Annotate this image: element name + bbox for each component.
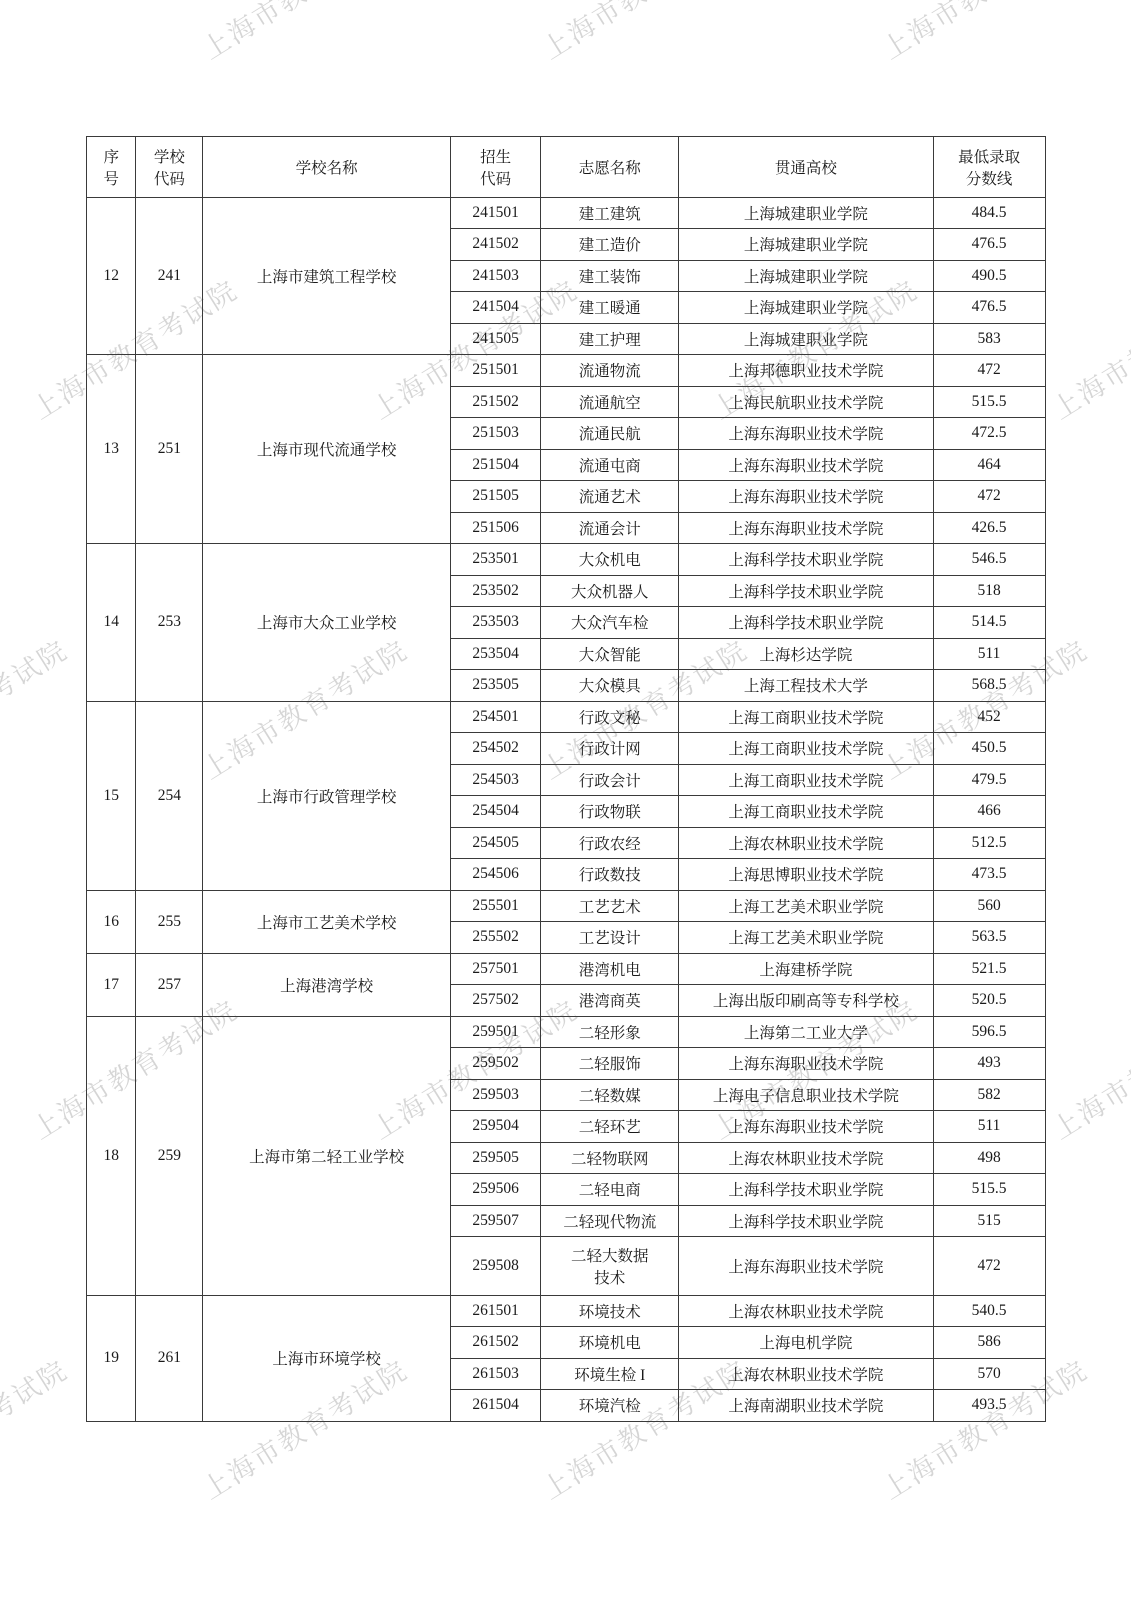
svg-text:上海市教育考试院: 上海市教育考试院 <box>197 0 413 65</box>
svg-text:上海市教育考试院: 上海市教育考试院 <box>0 635 73 786</box>
svg-text:上海市教育考试院: 上海市教育考试院 <box>1047 275 1131 426</box>
svg-text:上海市教育考试院: 上海市教育考试院 <box>0 1355 73 1506</box>
svg-text:上海市教育考试院: 上海市教育考试院 <box>1047 995 1131 1146</box>
svg-text:上海市教育考试院: 上海市教育考试院 <box>537 0 753 65</box>
svg-text:上海市教育考试院: 上海市教育考试院 <box>877 0 1093 65</box>
svg-text:上海市教育考试院: 上海市教育考试院 <box>0 0 73 65</box>
